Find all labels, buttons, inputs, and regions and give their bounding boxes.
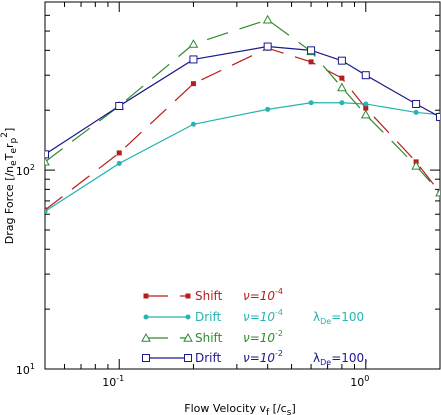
data-point-3: [436, 112, 440, 121]
legend-label-0: Shift: [195, 289, 223, 303]
data-point-2: [262, 14, 273, 24]
data-point-2: [337, 82, 347, 92]
data-point-1: [363, 101, 369, 107]
legend-label-3: Drift: [195, 351, 222, 365]
axis-ticks: [44, 1, 441, 370]
legend-param-0: ν=10-4: [243, 287, 283, 303]
data-point-0: [190, 81, 196, 87]
legend-label-2: Shift: [195, 331, 223, 345]
data-point-1: [116, 160, 122, 166]
plot-frame: [44, 1, 441, 370]
data-point-3: [45, 150, 49, 159]
data-point-0: [116, 150, 122, 156]
data-point-0: [308, 59, 314, 65]
legend-marker-0: [185, 293, 191, 299]
data-point-3: [307, 46, 316, 55]
data-point-1: [265, 106, 271, 112]
legend-param-3: ν=10-2: [243, 349, 283, 365]
x-tick-label: 100: [350, 374, 369, 389]
data-point-3: [412, 99, 421, 108]
legend-param-2: ν=10-2: [243, 329, 283, 345]
data-point-2: [188, 39, 199, 48]
data-point-0: [363, 105, 369, 111]
y-axis-label: Drag Force [/neTerp2]: [0, 128, 19, 245]
data-point-1: [413, 109, 419, 115]
legend-marker-2: [141, 332, 151, 342]
data-point-3: [115, 102, 124, 111]
series-line-1: [45, 102, 440, 212]
x-tick-label: 10-1: [102, 374, 124, 389]
legend-lambda-3: λDe=100,: [313, 351, 368, 367]
legend-label-1: Drift: [195, 310, 222, 324]
legend-marker-1: [143, 314, 149, 320]
data-point-0: [339, 75, 345, 81]
data-point-2: [45, 156, 50, 166]
data-point-1: [339, 100, 345, 106]
data-point-2: [360, 109, 371, 119]
data-point-2: [411, 160, 421, 170]
tick-labels: 10-1 100 101 102: [16, 163, 369, 389]
data-point-3: [337, 56, 346, 65]
data-point-3: [189, 55, 198, 64]
legend-marker-3: [142, 354, 150, 362]
data-point-1: [190, 121, 196, 127]
legend: Shift ν=10-4 Drift ν=10-4 λDe=100 Shift ν=10-2…: [141, 287, 368, 367]
legend-lambda-1: λDe=100: [313, 310, 364, 326]
legend-marker-0: [143, 293, 149, 299]
y-tick-label: 101: [16, 362, 35, 377]
legend-marker-2: [183, 332, 193, 342]
y-tick-label: 102: [16, 163, 35, 178]
series-line-3: [45, 45, 440, 155]
legend-marker-3: [184, 354, 192, 362]
data-point-1: [308, 100, 314, 106]
data-point-3: [361, 71, 370, 80]
data-point-1: [45, 208, 48, 214]
x-axis-label: Flow Velocity vf [/cs]: [184, 402, 295, 415]
legend-param-1: ν=10-4: [243, 308, 283, 324]
data-point-2: [435, 187, 440, 197]
data-point-3: [263, 42, 272, 51]
legend-marker-1: [185, 314, 191, 320]
series-group: [45, 14, 440, 214]
